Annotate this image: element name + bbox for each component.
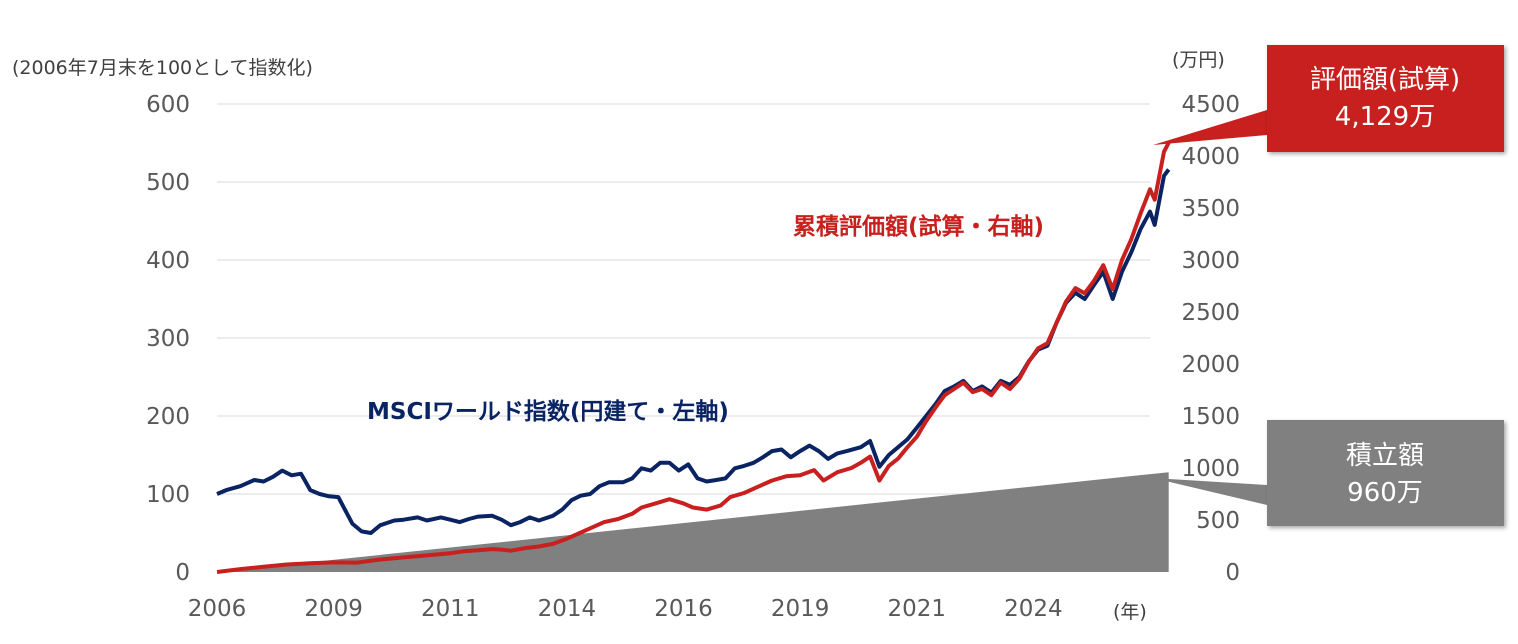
left-axis-label: (2006年7月末を100として指数化) xyxy=(12,57,313,79)
right-tick-label: 1500 xyxy=(1181,404,1240,430)
right-tick-label: 500 xyxy=(1196,508,1240,534)
contribution-area-layer xyxy=(217,472,1169,572)
x-tick-label: 2006 xyxy=(188,596,247,622)
callout-contribution-label: 積立額 xyxy=(1346,441,1424,471)
callout-contribution: 積立額 960万 xyxy=(1153,420,1504,526)
right-tick-label: 3500 xyxy=(1181,196,1240,222)
x-axis-ticks: 2006 2009 2011 2014 2016 2019 2021 2024 xyxy=(188,596,1063,622)
x-unit-label: (年) xyxy=(1113,601,1147,623)
left-tick-label: 0 xyxy=(175,560,190,586)
right-tick-label: 3000 xyxy=(1181,248,1240,274)
series-label-msci: MSCIワールド指数(円建て・左軸) xyxy=(367,399,729,425)
x-tick-label: 2009 xyxy=(304,596,363,622)
right-axis-ticks: 0 500 1000 1500 2000 2500 3000 3500 4000 4500 xyxy=(1181,92,1240,586)
x-tick-label: 2016 xyxy=(654,596,713,622)
right-tick-label: 4000 xyxy=(1181,144,1240,170)
series-label-cumulative: 累積評価額(試算・右軸) xyxy=(793,213,1044,240)
series-lines xyxy=(216,141,1171,574)
right-tick-label: 2000 xyxy=(1181,352,1240,378)
gridlines xyxy=(217,103,1150,495)
callout-contribution-value: 960万 xyxy=(1347,478,1423,508)
right-tick-label: 2500 xyxy=(1181,300,1240,326)
callout-valuation-label: 評価額(試算) xyxy=(1310,65,1460,95)
left-axis-ticks: 0 100 200 300 400 500 600 xyxy=(146,92,190,586)
left-tick-label: 300 xyxy=(146,326,190,352)
callout-valuation-pointer xyxy=(1153,110,1267,145)
left-tick-label: 400 xyxy=(146,248,190,274)
x-tick-label: 2024 xyxy=(1004,596,1063,622)
right-tick-label: 4500 xyxy=(1181,92,1240,118)
callout-valuation-box xyxy=(1267,45,1504,152)
left-tick-label: 600 xyxy=(146,92,190,118)
series-area-contribution xyxy=(217,472,1169,572)
x-tick-label: 2014 xyxy=(538,596,597,622)
callout-contribution-pointer xyxy=(1153,478,1267,505)
right-tick-label: 0 xyxy=(1225,560,1240,586)
callout-valuation: 評価額(試算) 4,129万 xyxy=(1153,45,1504,152)
callout-contribution-box xyxy=(1267,420,1504,526)
x-tick-label: 2011 xyxy=(421,596,480,622)
callout-valuation-value: 4,129万 xyxy=(1335,102,1435,132)
x-tick-label: 2019 xyxy=(771,596,830,622)
right-tick-label: 1000 xyxy=(1181,456,1240,482)
x-tick-label: 2021 xyxy=(887,596,946,622)
right-axis-label: (万円) xyxy=(1172,49,1225,71)
left-tick-label: 200 xyxy=(146,404,190,430)
left-tick-label: 500 xyxy=(146,170,190,196)
left-tick-label: 100 xyxy=(146,482,190,508)
series-line-cumulative xyxy=(216,141,1171,574)
